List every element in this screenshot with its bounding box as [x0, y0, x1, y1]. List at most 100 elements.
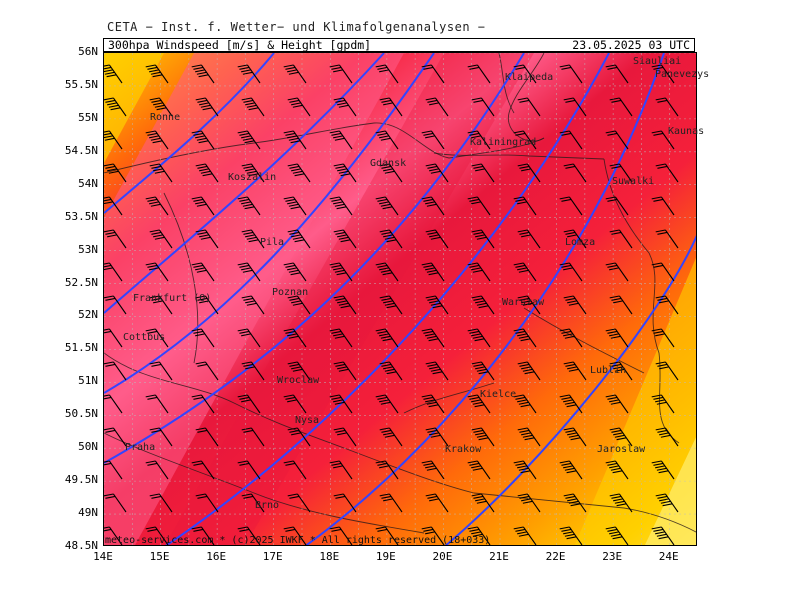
lat-label: 48.5N [64, 539, 98, 552]
wind-barb [191, 460, 215, 480]
wind-barb [237, 196, 261, 216]
wind-barb [329, 328, 353, 348]
wind-barb [195, 427, 219, 447]
wind-barb [149, 493, 173, 513]
lon-label: 18E [319, 550, 340, 563]
wind-barb [467, 64, 491, 84]
wind-barb [655, 229, 679, 249]
city-label: Poznan [272, 287, 309, 298]
wind-barb [333, 427, 357, 447]
wind-barb [104, 328, 123, 348]
wind-barb [241, 493, 265, 513]
wind-barb [655, 427, 679, 447]
lat-label: 53N [78, 242, 98, 256]
lon-label: 17E [262, 550, 283, 563]
wind-barb [149, 295, 173, 315]
wind-barb [104, 196, 123, 216]
wind-barb [655, 295, 679, 315]
wind-barb [559, 328, 583, 348]
wind-barb [471, 97, 495, 117]
wind-barb [191, 526, 215, 545]
city-label: Nysa [295, 415, 320, 426]
wind-barb [104, 163, 127, 183]
wind-barb [241, 295, 265, 315]
wind-barb [237, 328, 261, 348]
city-label: Kaunas [668, 126, 705, 137]
wind-barb [237, 526, 261, 545]
wind-barb [333, 97, 357, 117]
map-title: 300hpa Windspeed [m/s] & Height [gpdm] [108, 38, 372, 52]
city-label: Panevezys [655, 69, 710, 80]
wind-barb [517, 229, 541, 249]
wind-barb [651, 526, 675, 545]
wind-barb [563, 97, 587, 117]
wind-barb [195, 493, 219, 513]
wind-barb [287, 229, 311, 249]
wind-barb [605, 394, 629, 414]
wind-barb [287, 163, 311, 183]
city-label: Suwalki [612, 176, 655, 187]
wind-barb [379, 97, 403, 117]
wind-barb [471, 427, 495, 447]
wind-barb [517, 295, 541, 315]
wind-barb [467, 460, 491, 480]
wind-barb [421, 262, 445, 282]
wind-barb [104, 460, 123, 480]
wind-barb [559, 526, 583, 545]
wind-barb [145, 130, 169, 150]
wind-barb [237, 460, 261, 480]
wind-barb [287, 295, 311, 315]
wind-barb [191, 196, 215, 216]
wind-barb [559, 130, 583, 150]
wind-barb [609, 97, 633, 117]
wind-barb [655, 97, 679, 117]
wind-barb [241, 427, 265, 447]
city-label: Krakow [445, 444, 482, 455]
wind-barbs [104, 64, 679, 545]
city-label: Warszaw [502, 297, 545, 308]
wind-barb [375, 64, 399, 84]
lat-label: 52N [78, 308, 98, 322]
wind-barb [421, 526, 445, 545]
wind-barb [149, 361, 173, 381]
wind-barb [467, 526, 491, 545]
wind-barb [609, 295, 633, 315]
wind-barb [513, 526, 537, 545]
wind-barb [513, 196, 537, 216]
city-label: Cottbus [123, 332, 166, 343]
wind-barb [513, 130, 537, 150]
wind-barb [563, 163, 587, 183]
wind-barb [379, 295, 403, 315]
wind-barb [191, 130, 215, 150]
valid-time: 23.05.2025 03 UTC [572, 38, 690, 52]
wind-barb [145, 262, 169, 282]
wind-barb [609, 493, 633, 513]
wind-barb [379, 361, 403, 381]
city-label: Praha [125, 442, 156, 453]
wind-barb [241, 163, 265, 183]
wind-barb [191, 394, 215, 414]
wind-barb [104, 361, 127, 381]
wind-barb [333, 229, 357, 249]
map-canvas [104, 53, 696, 545]
wind-barb [513, 328, 537, 348]
wind-barb [655, 361, 679, 381]
wind-barb [333, 361, 357, 381]
wind-barb [517, 427, 541, 447]
wind-barb [237, 394, 261, 414]
wind-barb [283, 64, 307, 84]
lat-label: 51N [78, 374, 98, 388]
wind-barb [375, 328, 399, 348]
wind-barb [563, 295, 587, 315]
lat-label: 49.5N [64, 473, 98, 487]
wind-barb [471, 361, 495, 381]
wind-barb [329, 526, 353, 545]
wind-barb [609, 229, 633, 249]
city-label: Koszalin [228, 172, 277, 183]
wind-barb [651, 262, 675, 282]
wind-barb [517, 163, 541, 183]
city-label: Ronne [150, 112, 181, 123]
lat-label: 55.5N [64, 77, 98, 91]
lat-label: 56N [78, 45, 98, 58]
wind-barb [609, 361, 633, 381]
